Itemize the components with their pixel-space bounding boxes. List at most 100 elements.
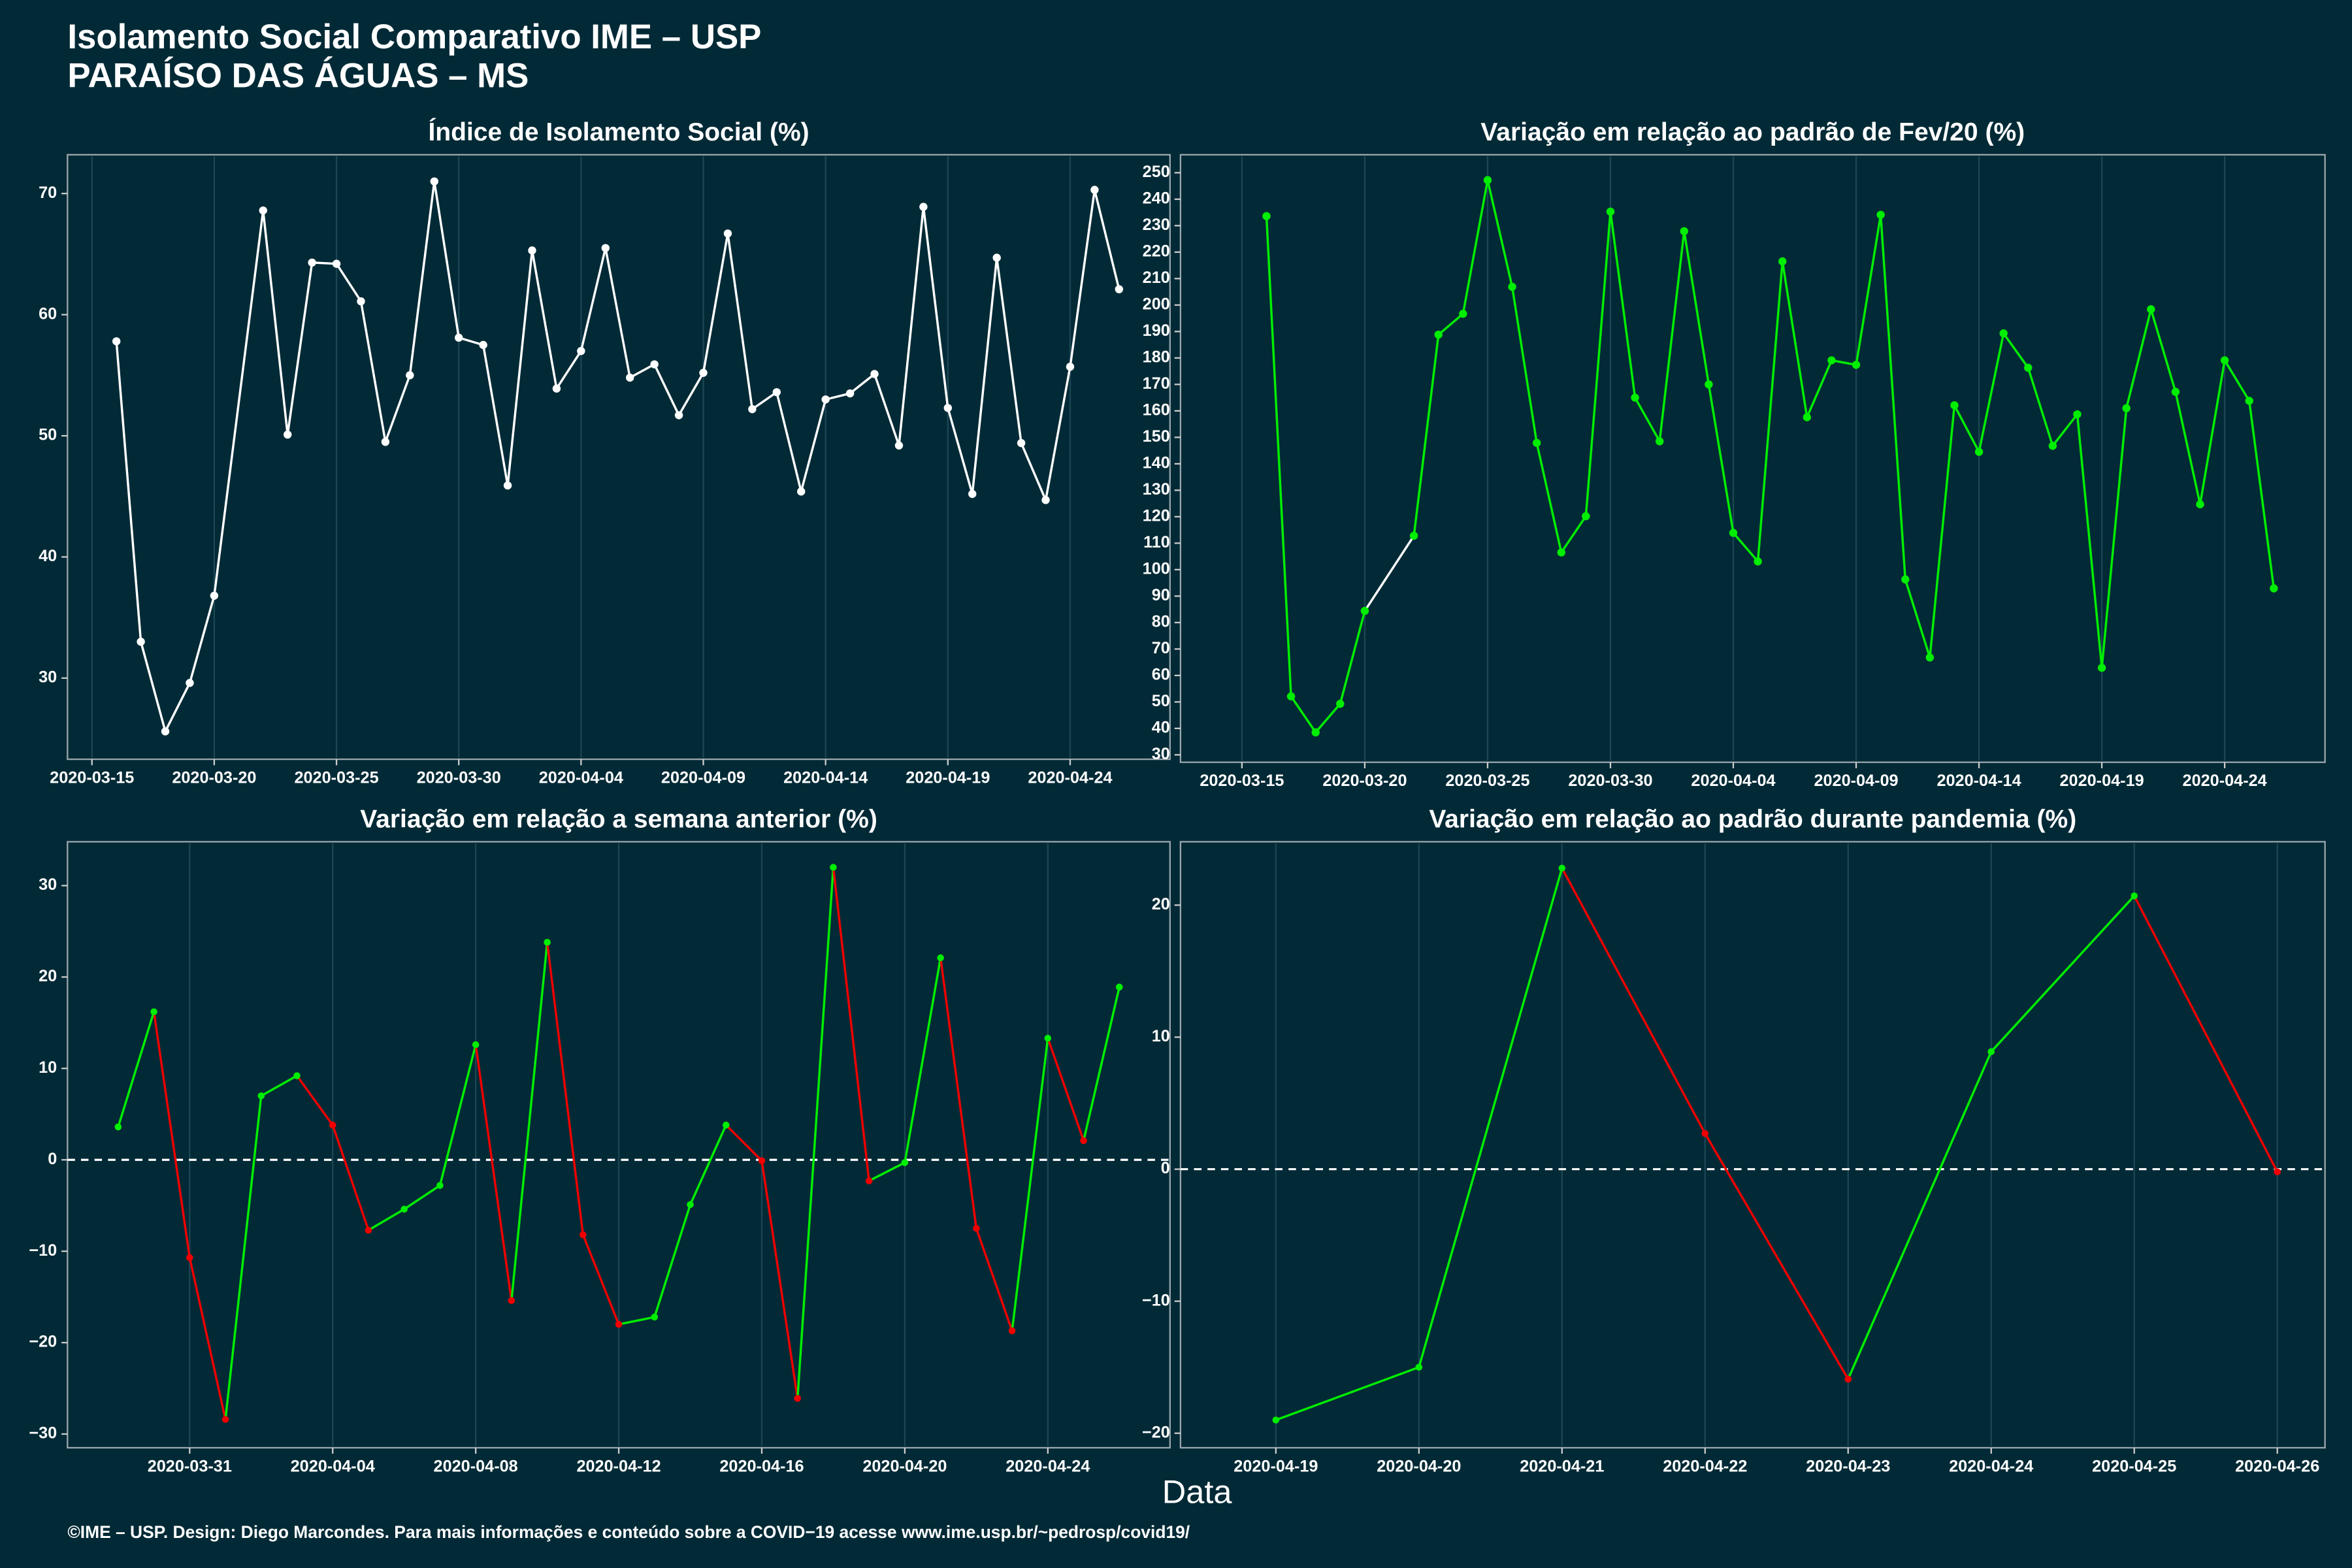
line-segment xyxy=(898,206,925,446)
data-point xyxy=(1434,331,1443,339)
data-point xyxy=(601,244,610,252)
line-segment xyxy=(555,350,582,389)
line-segment xyxy=(702,233,729,373)
data-point xyxy=(283,430,292,439)
y-tick-label: 110 xyxy=(1143,533,1170,551)
data-point xyxy=(1311,728,1320,737)
y-tick-label: 200 xyxy=(1143,295,1170,314)
line-segment xyxy=(546,942,585,1235)
line-segment xyxy=(438,1044,477,1186)
line-segment xyxy=(581,1234,620,1325)
line-segment xyxy=(408,181,436,376)
line-segment xyxy=(873,373,900,446)
line-segment xyxy=(2051,414,2078,447)
data-point xyxy=(1041,496,1050,504)
data-point xyxy=(2122,404,2131,413)
line-segment xyxy=(1462,180,1489,314)
data-point xyxy=(455,333,463,342)
line-segment xyxy=(796,867,835,1399)
data-point xyxy=(674,411,683,419)
line-segment xyxy=(1904,579,1931,658)
x-tick-label: 2020-03-20 xyxy=(172,769,256,787)
line-segment xyxy=(384,374,411,442)
line-segment xyxy=(458,336,484,346)
line-segment xyxy=(474,1044,513,1301)
line-segment xyxy=(1011,1037,1049,1331)
data-point xyxy=(973,1224,980,1232)
line-segment xyxy=(1486,180,1514,287)
y-tick-label: 130 xyxy=(1143,480,1170,498)
line-segment xyxy=(1560,515,1587,553)
line-segment xyxy=(1511,286,1538,444)
line-segment xyxy=(653,1204,692,1318)
line-segment xyxy=(188,1257,227,1420)
data-point xyxy=(1044,1034,1052,1042)
data-point xyxy=(901,1159,909,1166)
line-segment xyxy=(2125,308,2152,409)
panel-title: Variação em relação ao padrão de Fev/20 … xyxy=(1480,118,2025,146)
data-point xyxy=(357,297,365,306)
data-point xyxy=(821,395,830,404)
line-segment xyxy=(262,210,289,435)
data-point xyxy=(1844,1375,1852,1383)
data-point xyxy=(1631,393,1639,402)
data-point xyxy=(1080,1137,1087,1145)
line-segment xyxy=(2133,895,2279,1173)
data-point xyxy=(1017,438,1026,448)
line-segment xyxy=(152,1011,191,1258)
line-segment xyxy=(531,250,558,389)
data-point xyxy=(1827,356,1836,365)
line-segment xyxy=(1634,397,1661,442)
data-point xyxy=(2220,356,2229,365)
title: Isolamento Social Comparativo IME – USP xyxy=(67,18,761,56)
x-tick-label: 2020-03-25 xyxy=(1445,772,1529,790)
data-point xyxy=(1950,401,1959,410)
data-point xyxy=(870,370,879,378)
data-point xyxy=(1901,575,1910,584)
line-segment xyxy=(760,1160,799,1399)
x-tick-label: 2020-04-22 xyxy=(1663,1457,1747,1475)
line-segment xyxy=(629,363,655,379)
data-point xyxy=(1090,186,1099,194)
data-point xyxy=(2097,663,2106,672)
data-point xyxy=(2245,397,2253,405)
line-segment xyxy=(368,1208,405,1232)
data-point xyxy=(259,206,267,215)
y-tick-label: 140 xyxy=(1143,454,1170,472)
x-tick-label: 2020-04-20 xyxy=(1377,1457,1461,1475)
data-point xyxy=(722,1121,730,1129)
y-tick-label: 250 xyxy=(1143,163,1170,181)
data-point xyxy=(406,371,414,380)
y-tick-label: 0 xyxy=(1161,1159,1170,1177)
x-tick-label: 2020-03-31 xyxy=(148,1457,232,1475)
line-segment xyxy=(510,942,549,1301)
data-point xyxy=(687,1201,694,1209)
data-point xyxy=(772,388,781,397)
data-point xyxy=(1925,653,1935,662)
y-tick-label: 50 xyxy=(1152,692,1170,710)
line-segment xyxy=(335,263,362,302)
data-point xyxy=(2024,363,2033,372)
line-segment xyxy=(1082,987,1120,1141)
y-tick-label: −10 xyxy=(1142,1291,1170,1309)
x-tick-label: 2020-03-15 xyxy=(1200,772,1284,790)
line-segment xyxy=(1855,214,1882,365)
line-segment xyxy=(1265,216,1292,696)
line-segment xyxy=(1609,211,1637,398)
data-point xyxy=(528,246,536,255)
y-tick-label: −10 xyxy=(29,1241,57,1260)
data-point xyxy=(293,1072,301,1079)
line-segment xyxy=(213,210,265,596)
line-segment xyxy=(1584,211,1612,517)
line-segment xyxy=(1290,695,1317,733)
x-tick-label: 2020-04-09 xyxy=(661,769,745,787)
data-point xyxy=(1999,329,2008,338)
y-tick-label: 170 xyxy=(1143,374,1170,393)
data-point xyxy=(626,373,634,382)
data-point xyxy=(479,340,487,350)
line-segment xyxy=(1437,312,1464,336)
x-tick-label: 2020-04-14 xyxy=(1936,772,2021,790)
plot-frame xyxy=(1179,154,2326,763)
data-point xyxy=(114,1123,122,1131)
line-segment xyxy=(482,344,509,486)
